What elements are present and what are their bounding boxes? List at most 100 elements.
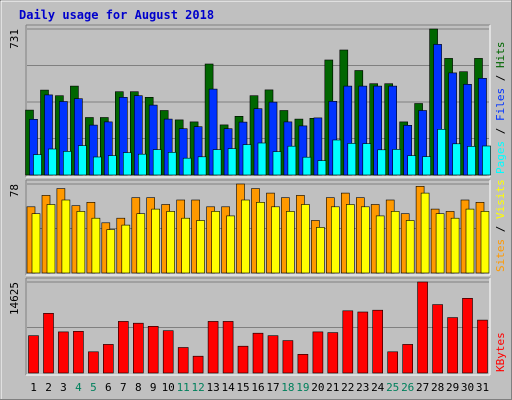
bar-sites-day-13 — [211, 211, 220, 274]
x-tick-label-day-1: 1 — [30, 381, 37, 394]
x-tick-label-day-9: 9 — [150, 381, 157, 394]
x-tick-label-day-4: 4 — [75, 381, 82, 394]
bar-sites-day-28 — [435, 213, 445, 274]
bar-pages-day-17 — [272, 151, 282, 176]
bar-pages-day-3 — [63, 151, 72, 176]
x-tick-label-day-28: 28 — [431, 381, 444, 394]
bar-kbytes-day-26 — [402, 344, 414, 374]
legend-separator: / — [494, 219, 507, 239]
bar-sites-day-21 — [330, 206, 340, 274]
bar-pages-day-24 — [377, 149, 387, 176]
bar-pages-day-1 — [33, 154, 42, 176]
x-tick-label-day-30: 30 — [461, 381, 474, 394]
bar-pages-day-7 — [123, 152, 132, 176]
x-tick-label-day-25: 25 — [386, 381, 399, 394]
bar-sites-day-29 — [450, 217, 460, 274]
bar-sites-day-16 — [256, 202, 265, 274]
bar-sites-day-14 — [226, 215, 235, 274]
bar-sites-day-10 — [166, 211, 175, 274]
bar-sites-day-11 — [181, 217, 190, 274]
bar-kbytes-day-30 — [462, 297, 473, 374]
bar-kbytes-day-25 — [387, 351, 399, 374]
bar-sites-day-3 — [61, 199, 71, 274]
bar-pages-day-19 — [302, 156, 312, 176]
bar-pages-day-23 — [362, 143, 372, 176]
bar-kbytes-day-28 — [432, 304, 443, 374]
bar-pages-day-18 — [287, 145, 297, 176]
bar-kbytes-day-2 — [43, 312, 54, 374]
bar-sites-day-19 — [301, 204, 310, 274]
bar-kbytes-day-22 — [342, 310, 354, 374]
bar-sites-day-7 — [121, 224, 131, 274]
bar-sites-day-26 — [405, 220, 415, 274]
bar-pages-day-9 — [152, 149, 162, 176]
x-tick-label-day-14: 14 — [221, 381, 235, 394]
bar-pages-day-20 — [317, 160, 327, 176]
bar-pages-day-15 — [242, 144, 252, 176]
bar-sites-day-20 — [316, 227, 325, 274]
x-tick-label-day-6: 6 — [105, 381, 112, 394]
panel-hits-files-pages: 731 — [8, 24, 491, 178]
x-tick-label-day-24: 24 — [371, 381, 385, 394]
x-tick-label-day-13: 13 — [206, 381, 219, 394]
bar-sites-day-27 — [420, 192, 430, 274]
legend-1: Sites / Visits — [494, 179, 507, 272]
x-tick-label-day-21: 21 — [326, 381, 339, 394]
legend-entry-files: Files — [494, 88, 507, 121]
bar-sites-day-24 — [375, 215, 385, 274]
bar-kbytes-day-16 — [252, 332, 264, 374]
bar-kbytes-day-12 — [192, 355, 204, 374]
bar-kbytes-day-15 — [237, 345, 249, 374]
legend-2: KBytes — [494, 332, 507, 372]
bar-kbytes-day-9 — [147, 325, 159, 374]
bar-sites-day-22 — [345, 204, 355, 274]
bar-pages-day-6 — [108, 155, 117, 176]
bar-pages-day-11 — [182, 157, 192, 176]
bar-pages-day-14 — [227, 148, 237, 176]
x-tick-label-day-15: 15 — [236, 381, 249, 394]
bar-kbytes-day-8 — [133, 322, 144, 374]
bar-pages-day-31 — [482, 145, 491, 176]
chart-title: Daily usage for August 2018 — [19, 8, 214, 22]
x-tick-label-day-20: 20 — [311, 381, 324, 394]
bar-kbytes-day-5 — [88, 351, 99, 374]
x-tick-label-day-8: 8 — [135, 381, 142, 394]
x-tick-label-day-18: 18 — [281, 381, 294, 394]
bar-pages-day-5 — [93, 156, 102, 176]
bar-pages-day-21 — [332, 139, 342, 176]
bar-kbytes-day-10 — [162, 330, 174, 374]
bar-sites-day-31 — [480, 211, 490, 274]
legend-entry-sites: Sites — [494, 239, 507, 272]
y-max-label: 78 — [8, 184, 21, 197]
legend-separator: / — [494, 68, 507, 88]
bar-kbytes-day-13 — [207, 321, 219, 374]
bar-sites-day-17 — [271, 206, 280, 274]
bar-pages-day-27 — [422, 156, 431, 176]
bar-pages-day-12 — [197, 156, 207, 176]
bar-pages-day-16 — [257, 142, 267, 176]
x-tick-label-day-2: 2 — [45, 381, 52, 394]
bar-sites-day-1 — [31, 213, 41, 274]
x-tick-label-day-22: 22 — [341, 381, 354, 394]
bar-pages-day-25 — [392, 149, 402, 176]
y-max-label: 731 — [8, 29, 21, 49]
bar-kbytes-day-14 — [222, 321, 234, 374]
legend-separator: / — [494, 121, 507, 141]
bar-sites-day-12 — [196, 220, 205, 274]
x-tick-label-day-26: 26 — [401, 381, 414, 394]
bar-kbytes-day-31 — [477, 319, 488, 374]
x-tick-label-day-11: 11 — [177, 381, 190, 394]
bar-sites-day-9 — [151, 208, 160, 274]
bar-sites-day-15 — [241, 199, 250, 274]
bar-pages-day-30 — [467, 146, 476, 176]
legend-entry-kbytes: KBytes — [494, 332, 507, 372]
bar-pages-day-26 — [407, 155, 417, 176]
x-tick-label-day-31: 31 — [476, 381, 489, 394]
bar-kbytes-day-24 — [372, 309, 384, 374]
bar-pages-day-13 — [212, 149, 222, 176]
x-tick-label-day-23: 23 — [356, 381, 369, 394]
x-tick-label-day-16: 16 — [251, 381, 264, 394]
bar-sites-day-18 — [286, 211, 295, 274]
bar-kbytes-day-21 — [327, 332, 339, 374]
